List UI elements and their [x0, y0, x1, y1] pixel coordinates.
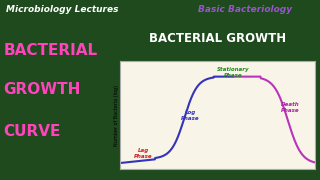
Text: CURVE: CURVE [3, 124, 60, 139]
Text: Microbiology Lectures: Microbiology Lectures [6, 5, 119, 14]
Text: Death
Phase: Death Phase [281, 102, 299, 113]
Text: GROWTH: GROWTH [3, 82, 81, 98]
Y-axis label: Number of Bacteria (log): Number of Bacteria (log) [114, 85, 119, 146]
Text: Log
Phase: Log Phase [181, 110, 200, 121]
Text: BACTERIAL GROWTH: BACTERIAL GROWTH [149, 32, 286, 45]
Text: Basic Bacteriology: Basic Bacteriology [198, 5, 292, 14]
Text: Easiest Explanation...: Easiest Explanation... [154, 154, 281, 164]
Text: Lag
Phase: Lag Phase [134, 148, 153, 159]
Text: BACTERIAL: BACTERIAL [3, 43, 97, 58]
Text: Stationary
Phase: Stationary Phase [217, 67, 250, 78]
